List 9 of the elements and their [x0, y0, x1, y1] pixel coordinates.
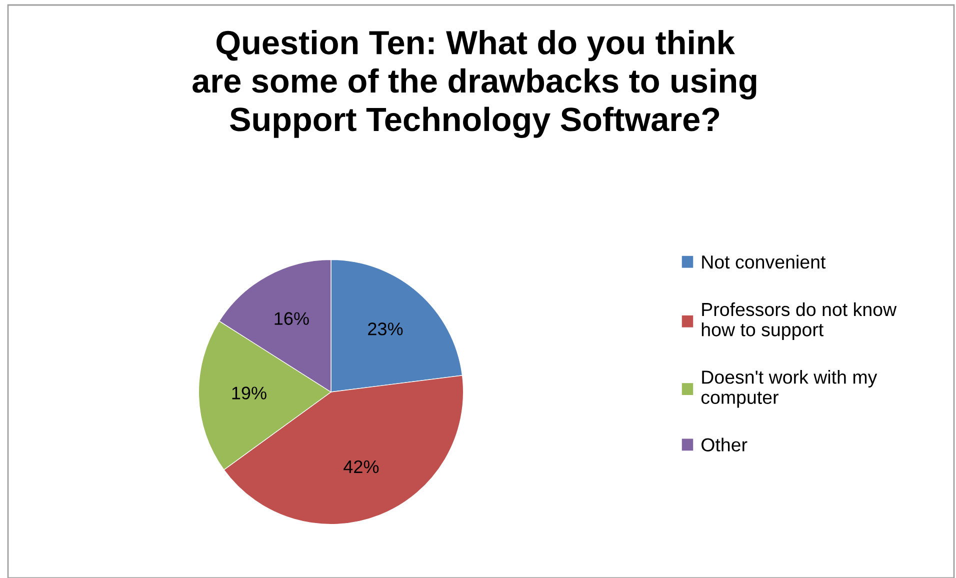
legend-label: Professors do not know how to support	[702, 302, 897, 340]
data-label: 16%	[274, 312, 309, 325]
chart-title: Question Ten: What do you think are some of the drawbacks to using Support Technology Software?	[192, 30, 756, 138]
data-label: 19%	[232, 386, 266, 400]
legend-label: Doesn't work with my computer	[701, 370, 878, 408]
data-label: 23%	[368, 322, 403, 336]
data-label: 42%	[344, 460, 379, 474]
legend-label: Not convenient	[702, 254, 826, 269]
legend-label: Other	[702, 438, 748, 452]
